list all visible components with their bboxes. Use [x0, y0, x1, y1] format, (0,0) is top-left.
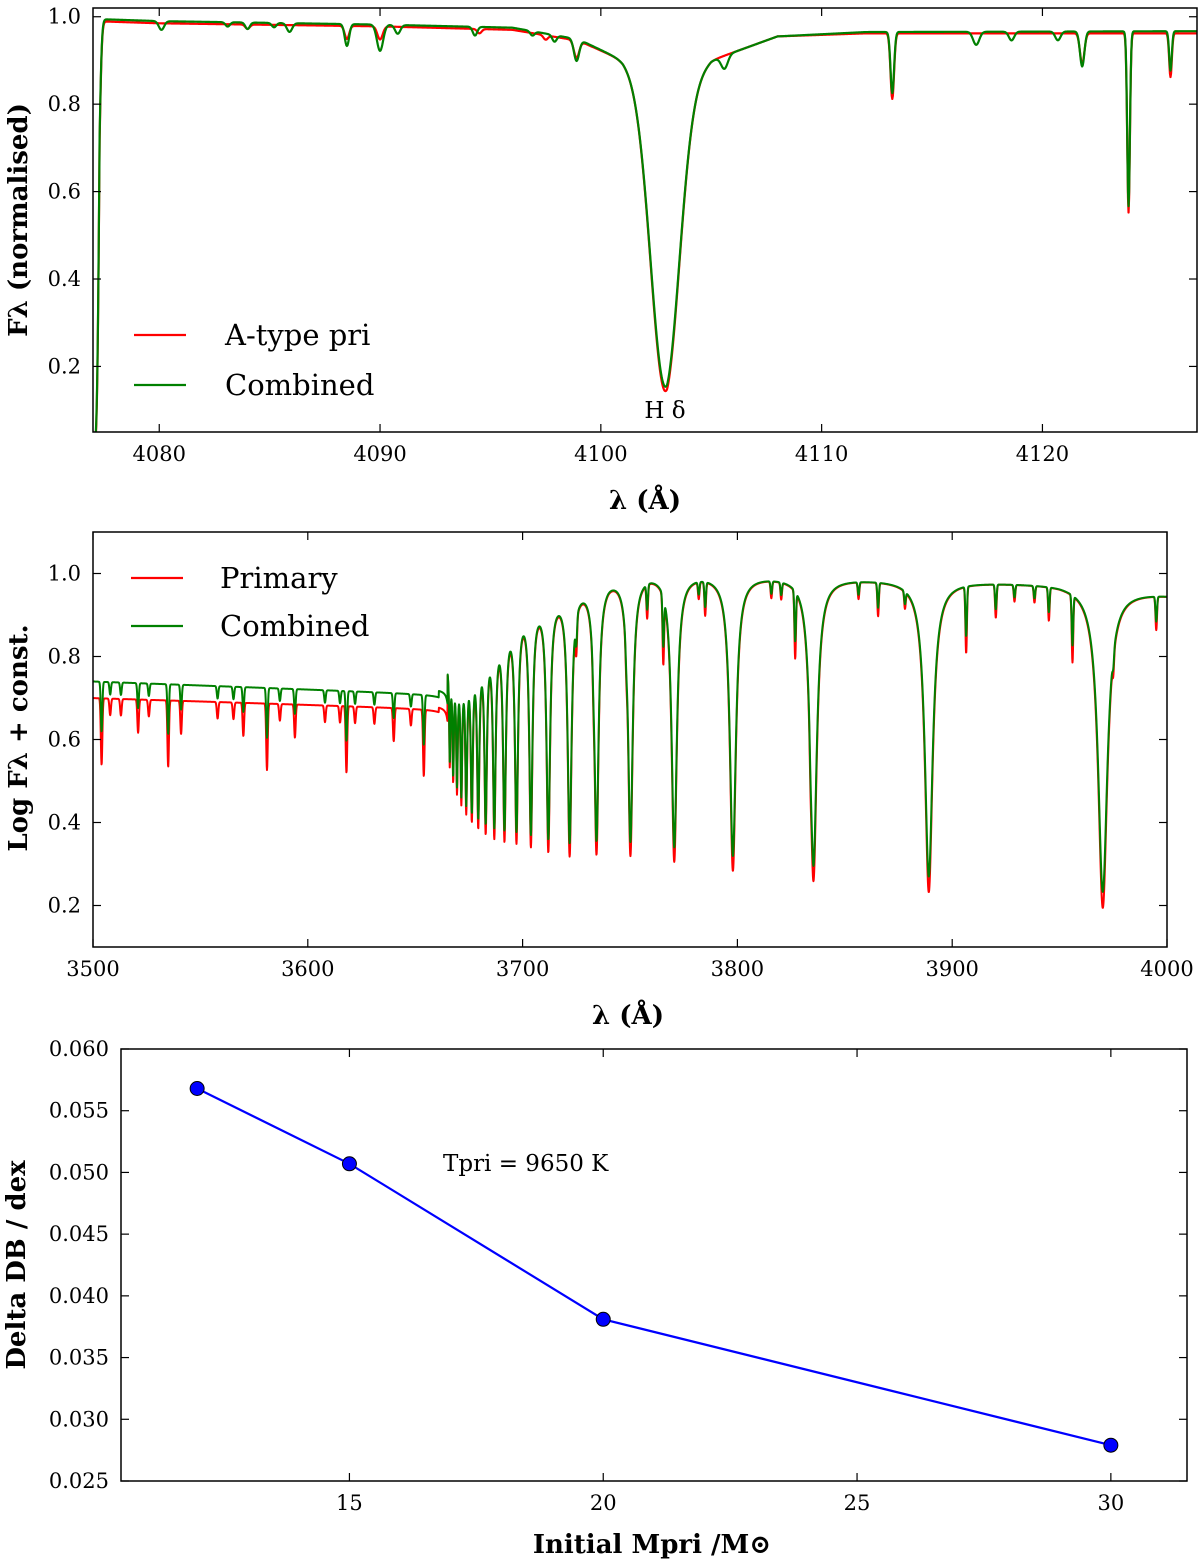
p1-ytick-label-0: 0.2 [48, 354, 81, 378]
p3-xtick-label-25: 25 [844, 1491, 871, 1515]
panel3-ylabel: Delta DB / dex [2, 1160, 32, 1370]
p2-ytick-label-3: 0.8 [48, 645, 81, 669]
panel2-ylabel: Log Fλ + const. [4, 624, 34, 851]
p3-xtick-label-20: 20 [590, 1491, 617, 1515]
data-point-15 [341, 1156, 357, 1172]
panel1-xlabel: λ (Å) [609, 485, 681, 516]
p2-xtick-label-3900: 3900 [925, 957, 978, 981]
p3-ytick-label-5: 0.050 [49, 1160, 109, 1184]
series-combined-line [93, 580, 1167, 893]
p2-xtick-label-3800: 3800 [711, 957, 764, 981]
panel-delta-db: 15 20 25 30 0.025 0.030 0.035 0.040 0.045 0.050 0.… [2, 1037, 1188, 1560]
panel1-ylabel: Fλ (normalised) [4, 103, 34, 337]
p3-ytick-label-0: 0.025 [49, 1469, 109, 1493]
annotation-h-delta: H δ [644, 398, 685, 424]
p1-xtick-label-4100: 4100 [574, 442, 627, 466]
series-combined-line [94, 18, 1197, 432]
p2-ytick-label-0: 0.2 [48, 894, 81, 918]
data-point-20 [595, 1311, 611, 1327]
p3-ytick-label-6: 0.055 [49, 1099, 109, 1123]
p1-ytick-label-2: 0.6 [48, 180, 81, 204]
panel-hdelta: 4080 4090 4100 4110 4120 0.2 0.4 0.6 0.8 1.0 λ (Å… [4, 5, 1198, 516]
p1-xtick-label-4090: 4090 [353, 442, 406, 466]
series-a-type-pri-line [94, 20, 1197, 432]
p1-ytick-label-3: 0.8 [48, 92, 81, 116]
p3-ytick-label-4: 0.045 [49, 1222, 109, 1246]
p1-ytick-label-1: 0.4 [48, 267, 81, 291]
p2-ytick-label-1: 0.4 [48, 811, 81, 835]
p1-xtick-label-4110: 4110 [795, 442, 848, 466]
p2-xtick-label-4000: 4000 [1140, 957, 1193, 981]
data-point-30 [1103, 1437, 1119, 1453]
panel3-xlabel: Initial Mpri /M⊙ [533, 1530, 771, 1560]
p3-ytick-label-1: 0.030 [49, 1407, 109, 1431]
p2-xtick-label-3700: 3700 [496, 957, 549, 981]
panel-balmer-jump: 3500 3600 3700 3800 3900 40000.20.40.60.81.0 … [4, 531, 1194, 1031]
legend-label-a-type-pri: A-type pri [224, 318, 370, 352]
p3-xtick-label-30: 30 [1097, 1491, 1124, 1515]
p3-ytick-label-7: 0.060 [49, 1037, 109, 1061]
panel1-frame [92, 7, 1198, 433]
p3-xtick-label-15: 15 [336, 1491, 363, 1515]
legend-label-combined-2: Combined [220, 609, 369, 643]
p2-ytick-label-2: 0.6 [48, 728, 81, 752]
panel2-legend: Primary Combined [131, 561, 369, 643]
annotation-tpri: Tpri = 9650 K [443, 1151, 609, 1177]
p1-xtick-label-4080: 4080 [133, 442, 186, 466]
series-delta-db-line [196, 1087, 1112, 1447]
panel3-frame [120, 1048, 1188, 1482]
legend-label-combined: Combined [225, 368, 374, 402]
p2-xtick-label-3600: 3600 [281, 957, 334, 981]
p1-ytick-label-4: 1.0 [48, 5, 81, 29]
panel2-xlabel: λ (Å) [592, 1000, 664, 1031]
p2-xtick-label-3500: 3500 [66, 957, 119, 981]
p1-xtick-label-4120: 4120 [1016, 442, 1069, 466]
p3-ytick-label-2: 0.035 [49, 1346, 109, 1370]
legend-label-primary: Primary [220, 561, 338, 595]
panel1-legend: A-type pri Combined [134, 318, 374, 402]
p3-ytick-label-3: 0.040 [49, 1284, 109, 1308]
data-point-12 [189, 1080, 205, 1096]
p2-ytick-label-4: 1.0 [48, 562, 81, 586]
